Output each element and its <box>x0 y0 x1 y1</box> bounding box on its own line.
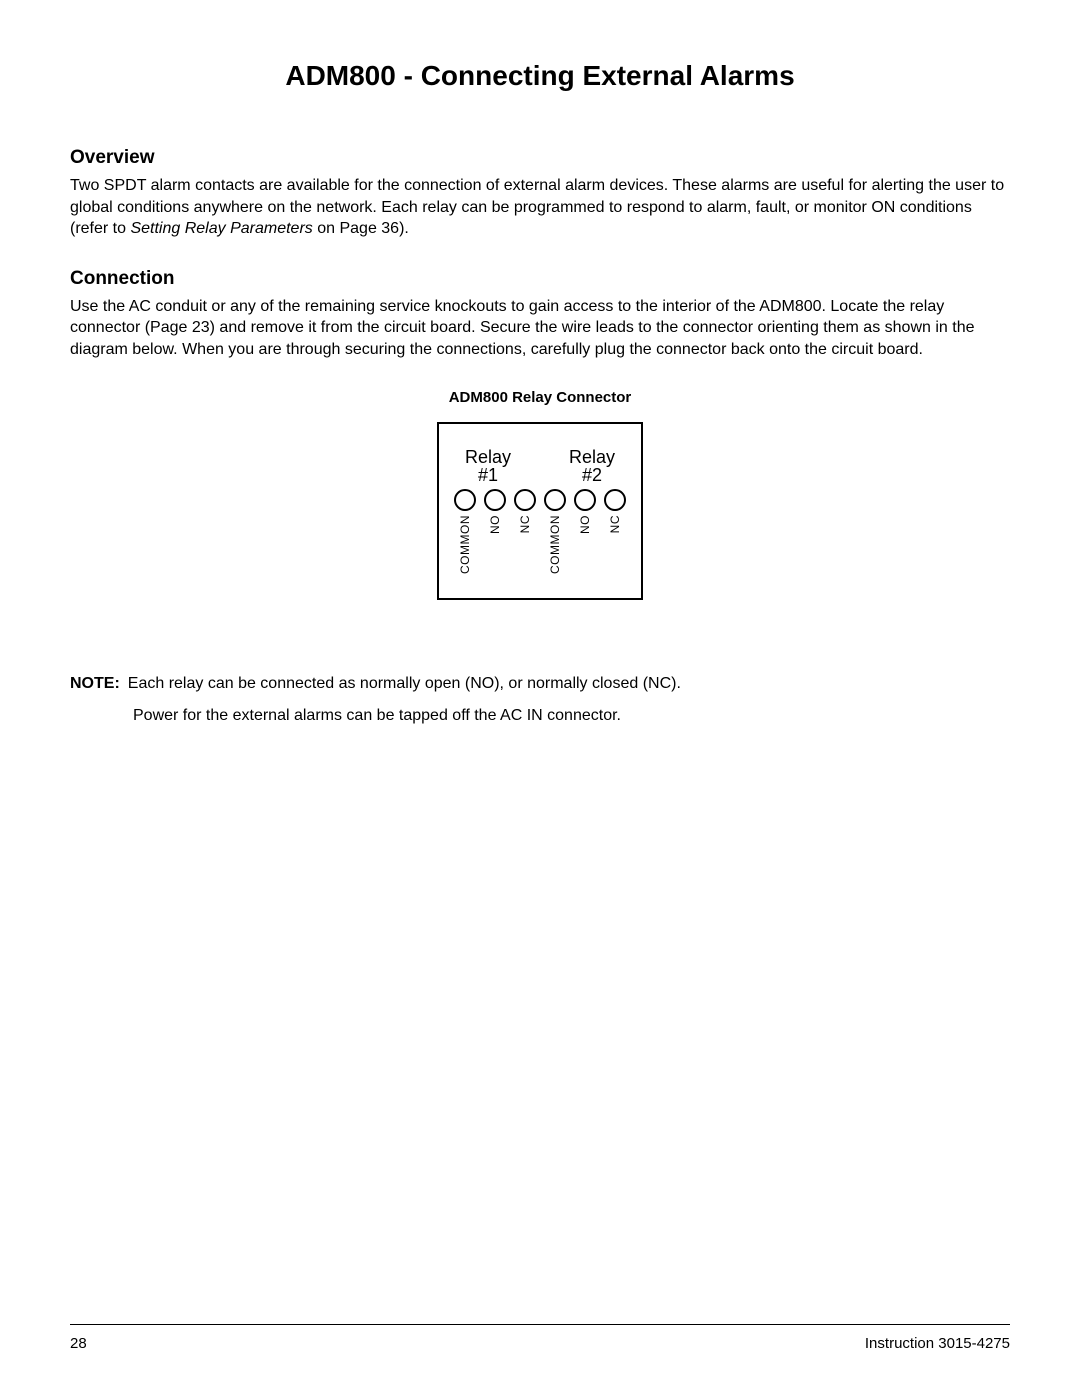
relay1-line1: Relay <box>465 447 511 467</box>
page-title: ADM800 - Connecting External Alarms <box>70 60 1010 92</box>
terminal-2: NO <box>481 489 509 574</box>
relay2-line1: Relay <box>569 447 615 467</box>
document-page: ADM800 - Connecting External Alarms Over… <box>0 0 1080 1397</box>
terminal-4: COMMON <box>541 489 569 574</box>
page-number: 28 <box>70 1335 87 1352</box>
doc-id: Instruction 3015-4275 <box>865 1335 1010 1352</box>
overview-italic: Setting Relay Parameters <box>130 220 312 237</box>
overview-text: Two SPDT alarm contacts are available fo… <box>70 175 1010 240</box>
terminal-circle-icon <box>604 489 626 511</box>
terminal-5-label: NO <box>578 515 592 534</box>
terminal-circle-icon <box>484 489 506 511</box>
terminal-3: NC <box>511 489 539 574</box>
terminal-4-label: COMMON <box>548 515 562 574</box>
terminal-3-label: NC <box>518 515 532 533</box>
terminal-circle-icon <box>454 489 476 511</box>
relay2-line2: #2 <box>582 465 602 485</box>
terminal-circle-icon <box>544 489 566 511</box>
diagram-wrap: Relay #1 Relay #2 COMMON NO <box>70 422 1010 601</box>
note-label: NOTE: <box>70 670 120 697</box>
terminal-6-label: NC <box>608 515 622 533</box>
terminal-1-label: COMMON <box>458 515 472 574</box>
note-row-1: NOTE: Each relay can be connected as nor… <box>70 670 1010 697</box>
connection-heading: Connection <box>70 268 1010 290</box>
diagram-caption: ADM800 Relay Connector <box>70 389 1010 406</box>
terminals-row: COMMON NO NC COMMON NO <box>451 489 629 574</box>
terminal-6: NC <box>601 489 629 574</box>
note-block: NOTE: Each relay can be connected as nor… <box>70 670 1010 728</box>
terminal-2-label: NO <box>488 515 502 534</box>
note-line-1: Each relay can be connected as normally … <box>128 670 681 697</box>
terminal-circle-icon <box>574 489 596 511</box>
page-footer: 28 Instruction 3015-4275 <box>70 1324 1010 1352</box>
terminal-1: COMMON <box>451 489 479 574</box>
relay1-line2: #1 <box>478 465 498 485</box>
connection-text: Use the AC conduit or any of the remaini… <box>70 296 1010 361</box>
note-line-2: Power for the external alarms can be tap… <box>133 702 1010 729</box>
terminal-circle-icon <box>514 489 536 511</box>
relay-connector-diagram: Relay #1 Relay #2 COMMON NO <box>437 422 643 601</box>
relay-1-label: Relay #1 <box>453 448 523 486</box>
terminal-5: NO <box>571 489 599 574</box>
relay-2-label: Relay #2 <box>557 448 627 486</box>
overview-heading: Overview <box>70 147 1010 169</box>
overview-text-part2: on Page 36). <box>313 220 409 237</box>
relay-labels-row: Relay #1 Relay #2 <box>451 448 629 486</box>
